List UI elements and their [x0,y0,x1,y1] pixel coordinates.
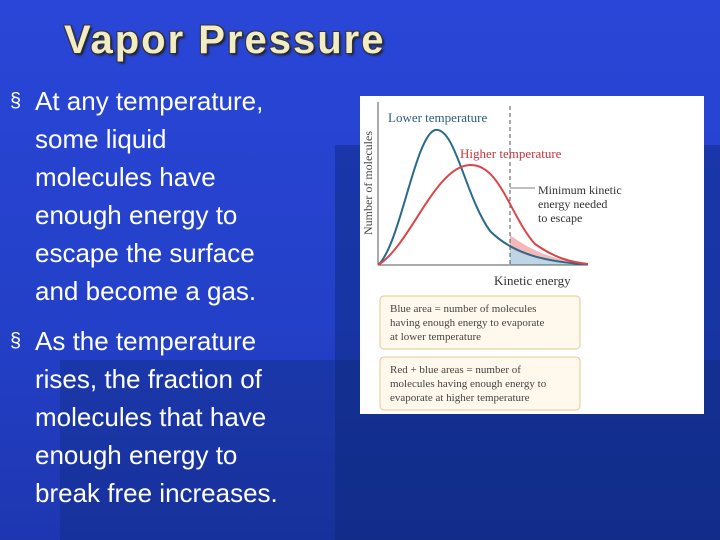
caption-box [379,295,581,350]
higher-temperature-curve [377,163,589,266]
bullet-line: and become a gas. [35,276,257,306]
bullet-marker: § [10,330,22,352]
caption-box [379,356,581,411]
curve-label: Lower temperature [388,110,487,125]
bullet-line: As the temperature [35,326,257,356]
caption-line: Blue area = number of molecules [390,303,536,315]
curve-label: Higher temperature [460,146,562,161]
caption-line: evaporate at higher temperature [390,392,530,404]
threshold-label: to escape [538,211,582,225]
caption-line: having enough energy to evaporate [390,317,544,329]
slide-title: Vapor Pressure [64,18,386,62]
bullet-line: molecules that have [35,402,267,432]
caption-line: at lower temperature [390,331,481,343]
caption-line: molecules having enough energy to [390,378,547,390]
bullet-line: rises, the fraction of [35,364,262,394]
bullet-line: molecules have [35,162,216,192]
caption-line: Red + blue areas = number of [390,364,521,376]
bullet-line: enough energy to [35,200,238,230]
lower-temperature-curve [377,128,589,266]
bullet-marker: § [10,90,22,112]
bullet-line: enough energy to [35,440,238,470]
blue-area [510,248,588,265]
figure: Number of molecules Lower temperature Hi… [360,96,704,414]
bullet-line: escape the surface [35,238,255,268]
threshold-label: energy needed [538,197,607,211]
x-axis-label: Kinetic energy [494,273,571,288]
bullet-line: break free increases. [35,478,278,508]
y-axis-label: Number of molecules [361,131,375,235]
bullet-line: At any temperature, [35,86,264,116]
threshold-label: Minimum kinetic [538,183,622,197]
bullet-line: some liquid [35,124,167,154]
